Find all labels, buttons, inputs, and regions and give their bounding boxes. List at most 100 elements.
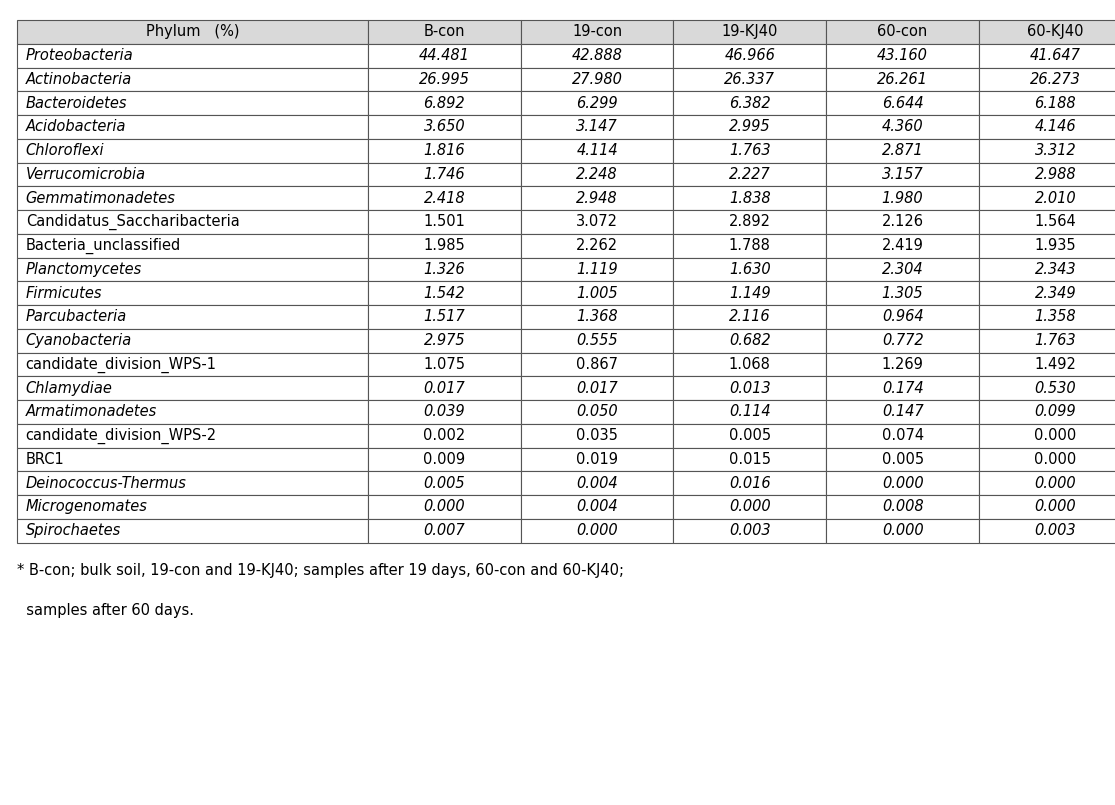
- Text: 0.000: 0.000: [882, 476, 923, 491]
- Text: 4.114: 4.114: [576, 143, 618, 159]
- Bar: [368, 305, 521, 328]
- Bar: [979, 328, 1115, 353]
- Text: candidate_division_WPS-1: candidate_division_WPS-1: [26, 357, 216, 373]
- Text: 0.002: 0.002: [424, 428, 465, 444]
- Text: 0.015: 0.015: [729, 452, 770, 467]
- Bar: [826, 258, 979, 282]
- Bar: [521, 258, 673, 282]
- Text: 19-con: 19-con: [572, 24, 622, 39]
- Bar: [673, 328, 826, 353]
- Text: 0.004: 0.004: [576, 476, 618, 491]
- Text: 0.009: 0.009: [424, 452, 465, 467]
- Bar: [826, 139, 979, 163]
- Text: 0.007: 0.007: [424, 523, 465, 539]
- Text: 0.019: 0.019: [576, 452, 618, 467]
- Text: 0.050: 0.050: [576, 404, 618, 419]
- Text: 2.248: 2.248: [576, 167, 618, 182]
- Text: Phylum   (%): Phylum (%): [146, 24, 239, 39]
- Bar: [17, 305, 368, 328]
- Bar: [673, 448, 826, 471]
- Text: 0.867: 0.867: [576, 357, 618, 372]
- Text: 2.995: 2.995: [729, 119, 770, 134]
- Bar: [521, 210, 673, 233]
- Text: 3.147: 3.147: [576, 119, 618, 134]
- Text: 1.980: 1.980: [882, 191, 923, 206]
- Text: 2.871: 2.871: [882, 143, 923, 159]
- Text: 0.099: 0.099: [1035, 404, 1076, 419]
- Text: 1.763: 1.763: [729, 143, 770, 159]
- Text: Gemmatimonadetes: Gemmatimonadetes: [26, 191, 175, 206]
- Bar: [17, 400, 368, 423]
- Text: 0.000: 0.000: [1035, 499, 1076, 514]
- Bar: [521, 139, 673, 163]
- Text: 2.988: 2.988: [1035, 167, 1076, 182]
- Bar: [673, 163, 826, 186]
- Text: 2.343: 2.343: [1035, 262, 1076, 277]
- Bar: [673, 377, 826, 400]
- Bar: [368, 234, 521, 258]
- Text: Candidatus_Saccharibacteria: Candidatus_Saccharibacteria: [26, 214, 240, 230]
- Bar: [521, 115, 673, 138]
- Text: 0.114: 0.114: [729, 404, 770, 419]
- Text: 0.005: 0.005: [424, 476, 465, 491]
- Text: 6.644: 6.644: [882, 96, 923, 111]
- Text: Firmicutes: Firmicutes: [26, 286, 103, 301]
- Text: 0.000: 0.000: [1035, 428, 1076, 444]
- Bar: [521, 400, 673, 423]
- Bar: [979, 353, 1115, 376]
- Text: 6.299: 6.299: [576, 96, 618, 111]
- Text: 41.647: 41.647: [1030, 48, 1080, 64]
- Bar: [826, 448, 979, 471]
- Bar: [673, 115, 826, 138]
- Text: 3.072: 3.072: [576, 214, 618, 229]
- Text: 43.160: 43.160: [878, 48, 928, 64]
- Text: 0.147: 0.147: [882, 404, 923, 419]
- Bar: [673, 44, 826, 68]
- Bar: [673, 305, 826, 328]
- Bar: [979, 68, 1115, 92]
- Text: 0.008: 0.008: [882, 499, 923, 514]
- Bar: [368, 400, 521, 423]
- Bar: [826, 187, 979, 210]
- Text: 1.985: 1.985: [424, 238, 465, 254]
- Bar: [826, 400, 979, 423]
- Bar: [673, 471, 826, 495]
- Text: 42.888: 42.888: [572, 48, 622, 64]
- Bar: [979, 44, 1115, 68]
- Bar: [979, 258, 1115, 282]
- Bar: [826, 210, 979, 233]
- Text: 0.964: 0.964: [882, 309, 923, 324]
- Text: * B-con; bulk soil, 19-con and 19-KJ40; samples after 19 days, 60-con and 60-KJ4: * B-con; bulk soil, 19-con and 19-KJ40; …: [17, 563, 623, 578]
- Text: 26.261: 26.261: [878, 72, 928, 87]
- Text: 0.013: 0.013: [729, 381, 770, 396]
- Bar: [17, 495, 368, 518]
- Text: 2.975: 2.975: [424, 333, 465, 349]
- Text: 1.326: 1.326: [424, 262, 465, 277]
- Bar: [979, 20, 1115, 43]
- Text: Cyanobacteria: Cyanobacteria: [26, 333, 132, 349]
- Text: candidate_division_WPS-2: candidate_division_WPS-2: [26, 427, 216, 444]
- Bar: [979, 210, 1115, 233]
- Bar: [979, 518, 1115, 543]
- Bar: [673, 92, 826, 115]
- Bar: [979, 139, 1115, 163]
- Text: 1.005: 1.005: [576, 286, 618, 301]
- Text: 0.017: 0.017: [576, 381, 618, 396]
- Text: 1.501: 1.501: [424, 214, 465, 229]
- Text: 0.772: 0.772: [882, 333, 923, 349]
- Text: 1.935: 1.935: [1035, 238, 1076, 254]
- Bar: [368, 115, 521, 138]
- Bar: [521, 187, 673, 210]
- Bar: [979, 115, 1115, 138]
- Bar: [521, 495, 673, 518]
- Bar: [826, 353, 979, 376]
- Text: Chlamydiae: Chlamydiae: [26, 381, 113, 396]
- Bar: [368, 139, 521, 163]
- Bar: [826, 495, 979, 518]
- Text: 1.746: 1.746: [424, 167, 465, 182]
- Bar: [17, 68, 368, 92]
- Text: B-con: B-con: [424, 24, 465, 39]
- Bar: [521, 282, 673, 305]
- Text: 0.682: 0.682: [729, 333, 770, 349]
- Bar: [826, 68, 979, 92]
